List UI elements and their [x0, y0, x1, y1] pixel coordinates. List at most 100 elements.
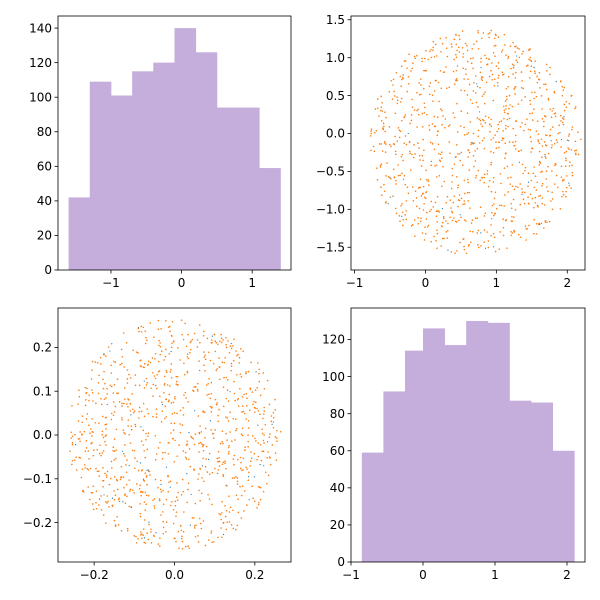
- scatter-point: [230, 342, 232, 344]
- scatter-point: [179, 423, 182, 425]
- scatter-point: [245, 372, 247, 375]
- scatter-point: [514, 77, 517, 79]
- scatter-point: [405, 218, 408, 221]
- scatter-point: [249, 387, 251, 389]
- scatter-point: [415, 197, 418, 199]
- scatter-point: [491, 204, 494, 207]
- scatter-point: [193, 525, 196, 527]
- scatter-point: [140, 325, 142, 328]
- scatter-point: [126, 527, 129, 530]
- scatter-point: [396, 102, 399, 105]
- scatter-point: [455, 53, 457, 56]
- scatter-point: [390, 177, 392, 180]
- scatter-point: [563, 86, 566, 89]
- scatter-point: [417, 217, 419, 219]
- scatter-point: [560, 165, 563, 168]
- scatter-point: [178, 547, 180, 549]
- scatter-point: [147, 412, 150, 415]
- scatter-point: [493, 203, 495, 205]
- scatter-point: [222, 442, 224, 445]
- scatter-point: [207, 539, 210, 541]
- scatter-point: [140, 330, 143, 333]
- scatter-point: [524, 123, 527, 126]
- scatter-point: [272, 411, 275, 414]
- scatter-point: [491, 62, 493, 64]
- scatter-point: [157, 447, 160, 449]
- scatter-point: [100, 403, 103, 406]
- scatter-point: [189, 351, 191, 354]
- scatter-point: [86, 413, 89, 415]
- scatter-point: [187, 482, 190, 485]
- scatter-point: [529, 59, 532, 62]
- scatter-point: [497, 127, 500, 130]
- scatter-point: [133, 450, 136, 452]
- scatter-point: [240, 494, 243, 497]
- scatter-point: [89, 432, 91, 434]
- scatter-point: [441, 221, 444, 224]
- scatter-point: [468, 83, 471, 86]
- scatter-point: [451, 174, 454, 177]
- scatter-point: [81, 415, 84, 417]
- scatter-point: [113, 476, 116, 478]
- scatter-point: [490, 125, 493, 128]
- scatter-point: [421, 112, 424, 115]
- scatter-point: [474, 160, 477, 162]
- scatter-point: [412, 156, 415, 159]
- scatter-point: [435, 215, 438, 217]
- scatter-point: [469, 98, 472, 101]
- scatter-point: [185, 345, 188, 348]
- scatter-point: [544, 153, 546, 156]
- scatter-point: [548, 135, 551, 137]
- scatter-point: [420, 195, 423, 197]
- scatter-point: [105, 474, 108, 476]
- scatter-point: [480, 57, 482, 60]
- scatter-point: [502, 105, 505, 108]
- scatter-point: [565, 100, 568, 103]
- scatter-point: [504, 157, 506, 159]
- scatter-point: [168, 399, 170, 401]
- scatter-point: [137, 538, 139, 540]
- scatter-point: [83, 430, 86, 433]
- scatter-point: [466, 49, 469, 52]
- scatter-point: [116, 515, 118, 518]
- scatter-point: [170, 422, 173, 425]
- scatter-point: [392, 168, 395, 171]
- scatter-point: [245, 371, 247, 373]
- scatter-point: [521, 80, 523, 82]
- scatter-point: [191, 338, 194, 341]
- scatter-point: [164, 417, 166, 420]
- scatter-point: [537, 223, 540, 225]
- scatter-point: [522, 172, 524, 175]
- scatter-point: [194, 433, 197, 435]
- scatter-point: [138, 487, 141, 490]
- scatter-point: [95, 507, 98, 510]
- scatter-point: [233, 392, 236, 395]
- scatter-point: [543, 227, 545, 229]
- axes-frame: [350, 307, 586, 563]
- scatter-point: [121, 405, 123, 407]
- scatter-point: [446, 55, 449, 58]
- scatter-point: [164, 355, 167, 358]
- scatter-point: [484, 122, 487, 124]
- scatter-point: [232, 345, 234, 347]
- scatter-point: [217, 536, 219, 539]
- scatter-point: [546, 186, 548, 188]
- scatter-point: [181, 478, 184, 481]
- scatter-point: [527, 202, 530, 205]
- scatter-point: [467, 149, 469, 151]
- scatter-point: [577, 153, 580, 156]
- scatter-point: [444, 118, 447, 120]
- scatter-point: [483, 215, 486, 217]
- scatter-point: [205, 458, 208, 460]
- scatter-point: [428, 93, 431, 96]
- scatter-point: [547, 165, 549, 168]
- scatter-point: [91, 435, 93, 437]
- scatter-point: [164, 405, 167, 408]
- scatter-point: [498, 121, 501, 123]
- scatter-point: [477, 129, 480, 132]
- scatter-point: [143, 501, 146, 503]
- scatter-point: [537, 206, 539, 208]
- scatter-point: [381, 150, 384, 152]
- scatter-point: [124, 455, 126, 457]
- scatter-point: [441, 185, 443, 188]
